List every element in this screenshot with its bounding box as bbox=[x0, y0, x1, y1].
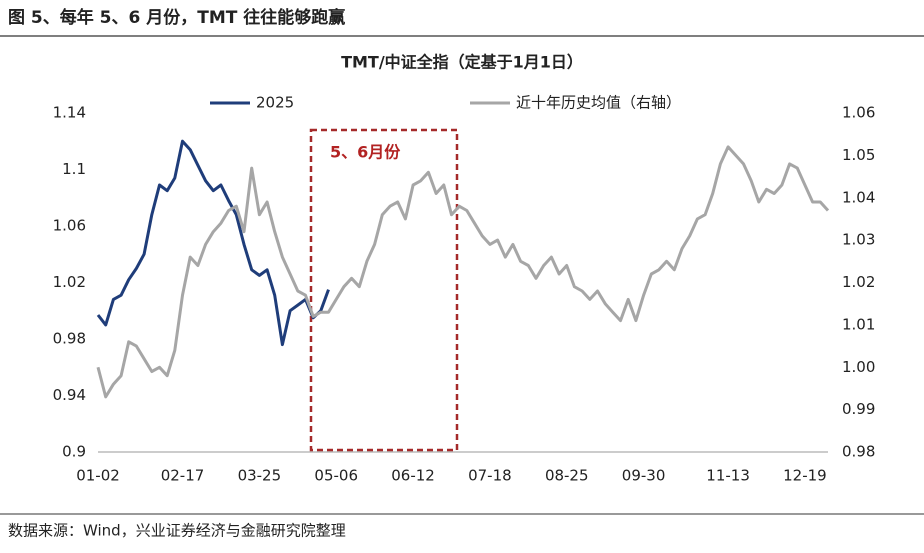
series-line bbox=[96, 145, 830, 399]
y2-tick-label: 0.98 bbox=[842, 443, 875, 461]
y2-tick-label: 1.06 bbox=[842, 104, 875, 122]
x-tick-label: 08-25 bbox=[545, 467, 589, 485]
y-tick-label: 1.02 bbox=[53, 273, 86, 291]
y2-tick-label: 1.02 bbox=[842, 273, 875, 291]
y2-tick-label: 1.00 bbox=[842, 358, 875, 376]
series-line bbox=[96, 139, 330, 347]
y2-tick-label: 0.99 bbox=[842, 400, 875, 418]
y-tick-label: 0.98 bbox=[53, 330, 86, 348]
x-tick-label: 11-13 bbox=[706, 467, 750, 485]
legend-label: 2025 bbox=[256, 94, 294, 112]
y2-tick-label: 1.05 bbox=[842, 146, 875, 164]
y2-tick-label: 1.04 bbox=[842, 188, 875, 206]
y-tick-label: 1.14 bbox=[53, 104, 86, 122]
legend-label: 近十年历史均值（右轴） bbox=[516, 94, 681, 112]
y2-tick-label: 1.01 bbox=[842, 315, 875, 333]
y-tick-label: 1.1 bbox=[62, 160, 86, 178]
page-title: 图 5、每年 5、6 月份，TMT 往往能够跑赢 bbox=[8, 7, 345, 28]
y-tick-label: 0.9 bbox=[62, 443, 86, 461]
x-tick-label: 05-06 bbox=[314, 467, 358, 485]
x-tick-label: 09-30 bbox=[622, 467, 666, 485]
x-tick-label: 07-18 bbox=[468, 467, 512, 485]
y-tick-label: 1.06 bbox=[53, 217, 86, 235]
x-tick-label: 12-19 bbox=[783, 467, 827, 485]
annotation: 5、6月份 bbox=[330, 143, 401, 162]
x-tick-label: 02-17 bbox=[161, 467, 205, 485]
chart-title: TMT/中证全指（定基于1月1日） bbox=[341, 53, 583, 72]
y-tick-label: 0.94 bbox=[53, 386, 86, 404]
highlight-box bbox=[309, 128, 459, 452]
x-tick-label: 03-25 bbox=[238, 467, 282, 485]
y2-tick-label: 1.03 bbox=[842, 231, 875, 249]
x-tick-label: 01-02 bbox=[76, 467, 120, 485]
source: 数据来源：Wind，兴业证券经济与金融研究院整理 bbox=[8, 522, 346, 540]
x-tick-label: 06-12 bbox=[391, 467, 435, 485]
